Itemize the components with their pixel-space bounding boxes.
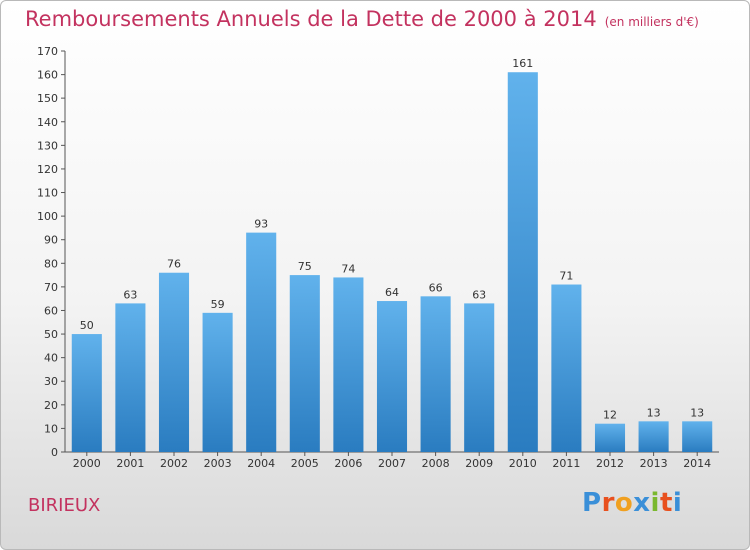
y-tick-label: 40 [44,352,58,365]
y-tick-label: 120 [37,163,58,176]
bar [594,423,626,452]
y-tick-label: 0 [51,446,58,459]
bar [464,303,495,452]
chart-unit: (en milliers d'€) [604,15,699,29]
x-tick-label: 2009 [465,457,493,470]
data-label: 63 [472,288,486,301]
bar [551,284,582,452]
logo-letter: o [614,488,634,518]
x-axis: 2000 2001 2002 2003 2004 2005 2006 2007 2008 2009… [65,451,719,470]
bar [115,303,146,452]
data-label: 12 [603,409,617,422]
data-label: 66 [429,281,443,294]
data-label: 71 [559,270,573,283]
x-tick-label: 2010 [509,457,537,470]
data-label: 161 [512,57,533,70]
logo-letter: t [659,488,673,518]
x-tick-label: 2003 [204,457,232,470]
y-tick-label: 50 [44,328,58,341]
logo-letter: P [582,488,602,518]
data-label: 59 [211,298,225,311]
bar [682,421,713,452]
x-tick-label: 2000 [73,457,101,470]
proxiti-logo: Proxiti [582,488,682,518]
y-tick-label: 110 [37,187,58,200]
y-tick-label: 100 [37,210,58,223]
bar [420,296,451,452]
data-label: 76 [167,258,181,271]
y-tick-label: 80 [44,257,58,270]
y-tick-label: 20 [44,399,58,412]
x-tick-label: 2004 [247,457,275,470]
x-tick-label: 2001 [116,457,144,470]
x-tick-label: 2002 [160,457,188,470]
y-tick-label: 10 [44,422,58,435]
data-label: 75 [298,260,312,273]
data-labels: 50 63 76 59 93 75 74 64 66 63 161 71 12 13 13 [80,57,704,421]
data-label: 64 [385,286,399,299]
data-label: 13 [690,406,704,419]
y-tick-label: 140 [37,116,58,129]
x-tick-label: 2005 [291,457,319,470]
data-label: 74 [341,262,355,275]
data-label: 93 [254,218,268,231]
data-label: 50 [80,319,94,332]
y-tick-label: 160 [37,69,58,82]
logo-letter: x [633,488,651,518]
bar [158,272,190,452]
y-tick-label: 60 [44,304,58,317]
y-tick-label: 30 [44,375,58,388]
bar [507,72,538,453]
logo-letter: i [672,488,683,518]
chart-title-text: Remboursements Annuels de la Dette de 20… [25,7,597,31]
x-tick-label: 2006 [334,457,362,470]
y-axis: 0 10 20 30 40 50 60 70 80 90 100 110 120 130 140 150 160… [37,45,66,459]
logo-letter: r [601,488,615,518]
bar [376,301,408,452]
bar [289,275,320,452]
chart-title: Remboursements Annuels de la Dette de 20… [25,7,699,31]
x-tick-label: 2008 [422,457,450,470]
bar [333,277,364,452]
x-tick-label: 2007 [378,457,406,470]
x-tick-label: 2014 [683,457,711,470]
bar [71,334,102,452]
y-tick-label: 70 [44,281,58,294]
bar [638,421,669,452]
y-tick-label: 90 [44,234,58,247]
commune-name: BIRIEUX [28,495,101,516]
x-tick-label: 2012 [596,457,624,470]
x-tick-label: 2011 [552,457,580,470]
bar [246,232,277,452]
y-tick-label: 130 [37,139,58,152]
y-tick-label: 170 [37,45,58,58]
bar [202,312,233,452]
data-label: 13 [647,406,661,419]
data-label: 63 [123,288,137,301]
y-tick-label: 150 [37,92,58,105]
x-tick-label: 2013 [640,457,668,470]
bar-series [71,72,713,453]
logo-letter: i [650,488,660,518]
